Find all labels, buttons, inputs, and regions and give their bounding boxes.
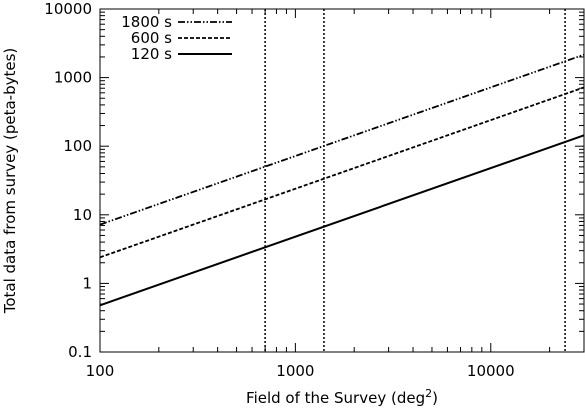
x-tick-label: 1000 [276, 362, 314, 380]
x-axis-title-superscript: 2 [425, 387, 432, 400]
y-tick-label: 1 [82, 274, 92, 292]
x-axis-title-suffix: ) [432, 389, 438, 407]
x-axis-title: Field of the Survey (deg2) [246, 387, 438, 407]
y-tick-label: 10000 [44, 0, 92, 18]
y-tick-label: 1000 [54, 69, 92, 87]
axes: 100 1000 10000 0.1 1 10 100 1000 10000 [44, 0, 585, 380]
legend-label-1800-s: 1800 s [121, 13, 172, 31]
series-line-120-s [99, 134, 585, 307]
y-tick-label: 0.1 [68, 343, 92, 361]
y-axis-title: Total data from survey (peta-bytes) [1, 48, 19, 315]
legend-label-600-s: 600 s [131, 29, 172, 47]
y-tick-label: 10 [73, 206, 92, 224]
plot-marks [99, 9, 585, 352]
y-tick-label: 100 [63, 137, 92, 155]
x-axis-title-main: Field of the Survey (deg [246, 389, 425, 407]
x-tick-label: 100 [86, 362, 115, 380]
x-tick-label: 10000 [467, 362, 515, 380]
series-line-600-s [99, 86, 585, 259]
series-line-1800-s [99, 53, 585, 226]
legend-label-120-s: 120 s [131, 45, 172, 63]
plot-frame [99, 8, 585, 353]
